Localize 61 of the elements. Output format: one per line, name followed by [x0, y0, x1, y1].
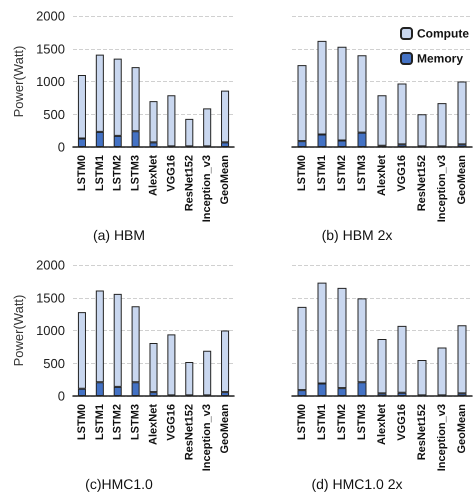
x-tick-label: GeoMean [219, 404, 232, 454]
bar [458, 82, 466, 144]
x-tick-label: GeoMean [456, 404, 468, 454]
text: (b) HBM 2x [322, 227, 392, 243]
y-tick-label: 1000 [36, 74, 65, 89]
bar [398, 83, 406, 144]
legend-label: Compute [417, 26, 470, 40]
x-tick-label: Inception_v3 [201, 404, 214, 472]
text: (c)HMC1.0 [85, 476, 154, 492]
x-tick-label: VGG16 [165, 404, 178, 441]
y-tick-label: 0 [58, 388, 65, 404]
x-tick-label: Inception_v3 [436, 155, 448, 222]
x-tick-label: LSTM3 [356, 155, 368, 192]
x-tick-label: LSTM1 [316, 155, 328, 192]
x-tick-label: Inception_v3 [201, 155, 214, 222]
y-tick-label: 1500 [36, 41, 65, 56]
x-tick-label: LSTM3 [356, 404, 368, 440]
x-tick-label: VGG16 [396, 155, 408, 192]
x-tick-label: LSTM2 [112, 404, 124, 440]
text: (a) HBM [92, 227, 146, 243]
y-tick-label: 500 [43, 106, 65, 122]
x-tick-label: LSTM0 [296, 404, 308, 440]
x-tick-label: LSTM2 [112, 155, 124, 192]
x-tick-label: LSTM2 [336, 155, 348, 192]
x-tick-label: LSTM0 [296, 155, 308, 192]
x-tick-label: ResNet152 [416, 155, 428, 212]
bar [398, 326, 406, 393]
x-tick-label: LSTM2 [336, 404, 348, 440]
x-tick-label: VGG16 [396, 404, 408, 441]
y-tick-label: 1000 [36, 323, 65, 338]
x-tick-label: LSTM0 [76, 155, 88, 192]
x-tick-label: LSTM3 [130, 155, 142, 192]
bar [378, 339, 386, 394]
bar [458, 325, 466, 394]
x-tick-label: VGG16 [165, 155, 178, 192]
x-tick-label: LSTM3 [130, 404, 142, 440]
y-tick-label: 1500 [36, 290, 65, 306]
y-tick-label: 2000 [36, 258, 65, 272]
y-tick-label: 500 [43, 356, 65, 371]
y-axis-title: Power(Watt) [11, 46, 26, 118]
x-tick-label: AlexNet [376, 154, 388, 196]
x-tick-label: ResNet152 [416, 404, 428, 460]
y-tick-label: 2000 [36, 8, 65, 24]
x-tick-label: GeoMean [456, 154, 468, 205]
x-tick-label: ResNet152 [183, 404, 196, 460]
y-tick-label: 0 [58, 140, 65, 154]
text: (d) HMC1.0 2x [311, 476, 403, 492]
x-tick-label: GeoMean [219, 154, 232, 205]
x-tick-label: Inception_v3 [436, 404, 448, 472]
x-tick-label: ResNet152 [183, 155, 196, 212]
x-tick-label: LSTM1 [94, 155, 106, 192]
x-tick-label: LSTM0 [76, 404, 88, 440]
bar [149, 342, 158, 392]
x-tick-label: LSTM1 [316, 404, 328, 440]
x-tick-label: AlexNet [376, 404, 388, 445]
x-tick-label: AlexNet [148, 404, 160, 445]
x-tick-label: LSTM1 [94, 404, 106, 440]
bar [221, 330, 230, 392]
x-tick-label: AlexNet [148, 154, 160, 196]
legend-label: Memory [417, 52, 464, 66]
y-axis-title: Power(Watt) [11, 294, 26, 366]
